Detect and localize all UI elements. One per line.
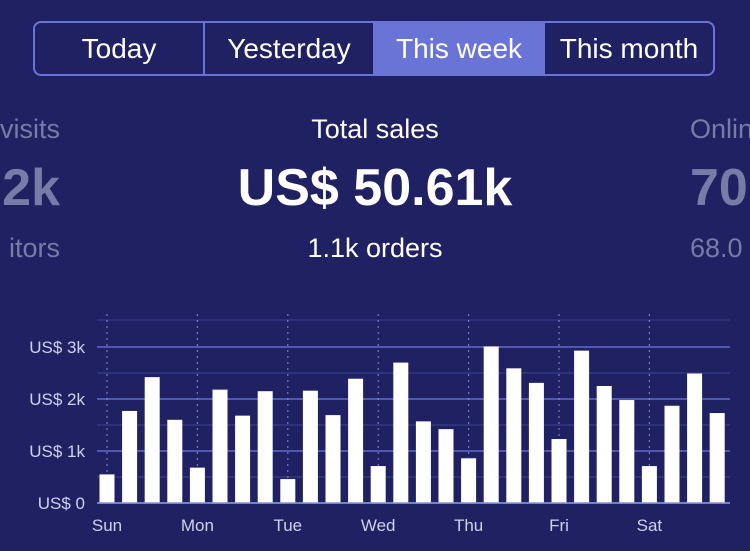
chart-bar[interactable] [506,368,522,503]
stat-online[interactable]: Onlin 70 68.0 [690,110,750,268]
chart-bar[interactable] [235,415,251,503]
chart-bar[interactable] [664,405,680,503]
tab-this-week[interactable]: This week [375,23,545,74]
chart-bar[interactable] [325,415,341,503]
stat-online-sub: 68.0 [690,233,743,263]
y-tick-label: US$ 2k [29,390,85,409]
chart-bar[interactable] [596,386,612,503]
x-tick-label: Mon [181,516,214,535]
chart-bar[interactable] [348,378,364,503]
y-tick-label: US$ 1k [29,442,85,461]
sales-bar-chart: US$ 0 US$ 1k US$ 2k US$ 3k Sun Mon Tue Wed Thu Fr… [29,314,730,535]
total-orders-count: 1.1k orders [307,233,443,263]
chart-bar[interactable] [709,413,725,503]
x-tick-label: Sat [637,516,663,535]
stat-visits-label: visits [0,114,60,144]
chart-bar[interactable] [122,410,138,503]
x-tick-label: Fri [549,516,569,535]
stat-online-label: Onlin [690,114,750,144]
x-tick-label: Thu [454,516,483,535]
tab-this-month[interactable]: This month [559,32,699,64]
chart-bar[interactable] [483,346,499,503]
x-tick-label: Wed [361,516,396,535]
chart-bar[interactable] [461,458,477,503]
chart-bar[interactable] [528,382,544,503]
total-sales-label: Total sales [311,114,439,144]
x-tick-label: Tue [273,516,302,535]
tab-yesterday[interactable]: Yesterday [205,23,375,74]
chart-bar[interactable] [415,421,431,503]
chart-bar[interactable] [167,419,183,503]
stat-visits-value: 2k [2,159,60,217]
chart-bar[interactable] [551,439,567,503]
chart-bar[interactable] [641,466,657,503]
stat-visits-sub: itors [8,233,60,263]
y-tick-label: US$ 3k [29,338,85,357]
stat-online-value: 70 [690,159,748,217]
chart-bar[interactable] [189,467,205,503]
chart-bar[interactable] [574,350,590,503]
chart-bar[interactable] [212,389,228,503]
chart-bar[interactable] [257,391,273,503]
stat-total-sales[interactable]: Total sales US$ 50.61k 1.1k orders [175,110,575,268]
chart-bar[interactable] [144,377,160,503]
tab-today[interactable]: Today [35,23,205,74]
total-sales-value: US$ 50.61k [237,159,513,217]
range-tabs: Today Yesterday This week This month [33,21,715,76]
x-tick-label: Sun [92,516,122,535]
chart-bar[interactable] [99,474,115,503]
chart-bar[interactable] [280,479,296,503]
chart-bar[interactable] [302,390,318,503]
chart-bar[interactable] [370,466,386,503]
chart-bar[interactable] [619,400,635,503]
stat-visits[interactable]: visits 2k itors [0,110,60,268]
chart-bar[interactable] [687,373,703,503]
chart-bar[interactable] [393,362,409,503]
chart-bar[interactable] [438,429,454,503]
y-tick-label: US$ 0 [38,494,85,513]
